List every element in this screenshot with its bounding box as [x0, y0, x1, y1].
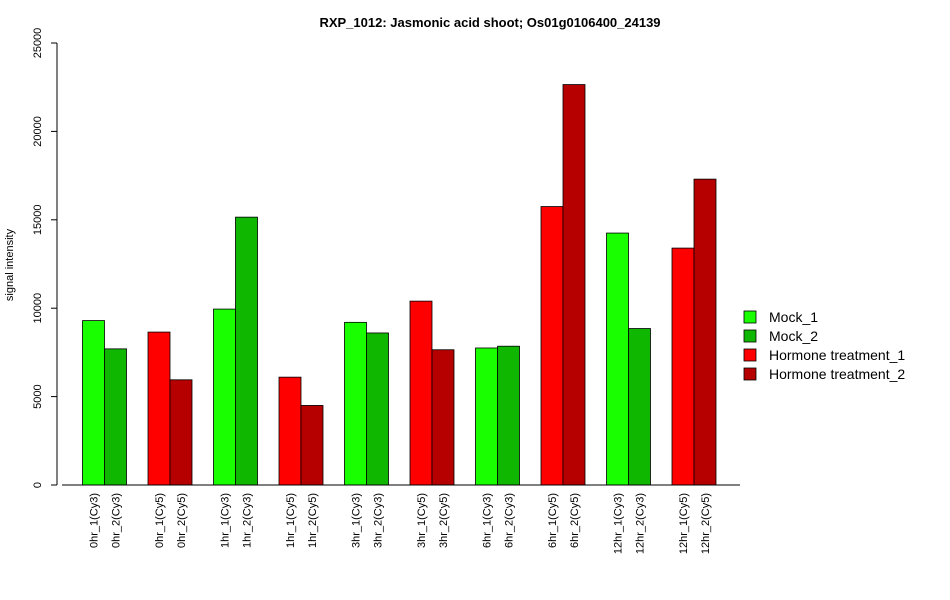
x-tick-label: 1hr_2(Cy5) — [307, 493, 319, 548]
y-axis: 0 5000 10000 15000 20000 25000 — [32, 28, 58, 488]
bar — [606, 232, 629, 486]
legend-label: Hormone treatment_2 — [769, 366, 905, 382]
x-tick-label: 3hr_1(Cy5) — [416, 493, 428, 548]
bar — [497, 345, 520, 486]
x-tick-label: 3hr_2(Cy3) — [373, 493, 385, 548]
legend: Mock_1 Mock_2 Hormone treatment_1 Hormone t… — [743, 309, 905, 382]
bar — [344, 321, 367, 486]
chart-title: RXP_1012: Jasmonic acid shoot; Os01g0106… — [319, 15, 660, 30]
y-tick-label: 0 — [32, 482, 44, 488]
legend-label: Mock_2 — [769, 328, 818, 344]
bar — [562, 84, 586, 486]
x-tick-label: 1hr_1(Cy5) — [285, 493, 297, 548]
x-tick-label: 12hr_2(Cy3) — [635, 493, 647, 554]
x-tick-label: 12hr_1(Cy5) — [678, 493, 690, 554]
legend-swatch — [743, 348, 757, 362]
y-axis-label: signal intensity — [4, 228, 16, 301]
x-tick-label: 0hr_1(Cy5) — [154, 493, 166, 548]
legend-label: Hormone treatment_1 — [769, 347, 905, 363]
x-tick-label: 1hr_2(Cy3) — [242, 493, 254, 548]
bar — [540, 206, 564, 486]
bar — [235, 216, 258, 486]
bar — [475, 347, 498, 486]
x-tick-label: 6hr_2(Cy5) — [569, 493, 581, 548]
legend-swatch — [743, 310, 757, 324]
legend-swatch — [743, 367, 757, 381]
x-tick-label: 0hr_2(Cy3) — [111, 493, 123, 548]
bar — [628, 328, 651, 486]
x-tick-label: 0hr_1(Cy3) — [89, 493, 101, 548]
y-tick-label: 15000 — [32, 205, 44, 236]
x-tick-label: 1hr_1(Cy3) — [220, 493, 232, 548]
bar — [104, 348, 127, 486]
y-tick-label: 25000 — [32, 28, 44, 59]
y-tick-label: 20000 — [32, 116, 44, 147]
bar — [169, 379, 193, 486]
x-tick-label: 6hr_1(Cy5) — [547, 493, 559, 548]
bar — [431, 349, 455, 486]
bar — [366, 332, 389, 486]
bar — [300, 405, 324, 486]
bar — [409, 300, 433, 486]
bar — [671, 247, 695, 486]
x-tick-label: 0hr_2(Cy5) — [176, 493, 188, 548]
x-tick-label: 12hr_1(Cy3) — [613, 493, 625, 554]
legend-label: Mock_1 — [769, 309, 818, 325]
x-tick-label: 3hr_2(Cy5) — [438, 493, 450, 548]
x-tick-label: 3hr_1(Cy3) — [351, 493, 363, 548]
bar — [278, 376, 302, 486]
y-tick-label: 5000 — [32, 384, 44, 408]
bars-group — [82, 84, 717, 486]
x-tick-labels: 0hr_1(Cy3) 0hr_2(Cy3) 0hr_1(Cy5) 0hr_2(Cy5)… — [89, 493, 713, 554]
bar — [693, 178, 717, 486]
bar — [213, 308, 236, 486]
x-tick-label: 6hr_1(Cy3) — [482, 493, 494, 548]
y-tick-label: 10000 — [32, 293, 44, 324]
bar — [147, 331, 171, 486]
legend-swatch — [743, 329, 757, 343]
x-tick-label: 6hr_2(Cy3) — [504, 493, 516, 548]
bar — [82, 320, 105, 486]
x-tick-label: 12hr_2(Cy5) — [700, 493, 712, 554]
